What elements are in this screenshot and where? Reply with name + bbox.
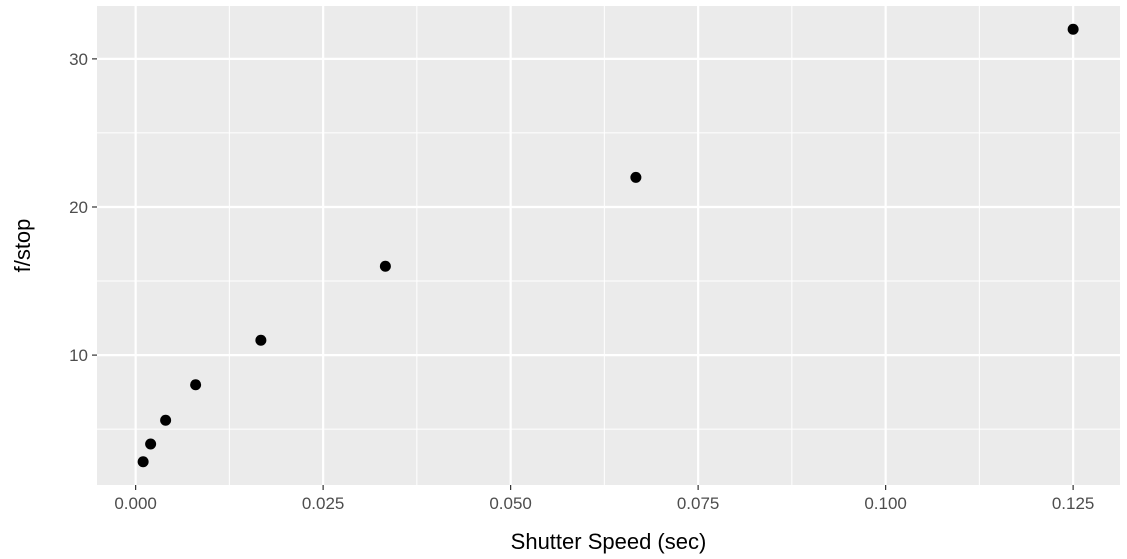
y-axis-title: f/stop bbox=[10, 219, 35, 273]
data-point bbox=[190, 379, 202, 391]
x-axis: 0.000 0.025 0.050 0.075 0.100 0.125 bbox=[114, 485, 1094, 513]
data-point bbox=[255, 334, 267, 346]
plot-panel bbox=[97, 6, 1120, 485]
minor-gridlines bbox=[97, 6, 1120, 485]
y-tick-label: 10 bbox=[69, 346, 88, 365]
x-tick-label: 0.050 bbox=[489, 494, 532, 513]
data-points bbox=[137, 23, 1079, 468]
major-gridlines bbox=[97, 6, 1120, 485]
x-tick-label: 0.125 bbox=[1052, 494, 1095, 513]
data-point bbox=[145, 438, 157, 450]
data-point bbox=[137, 456, 149, 468]
y-tick-label: 30 bbox=[69, 50, 88, 69]
data-point bbox=[630, 171, 642, 183]
data-point bbox=[1067, 23, 1079, 35]
x-tick-label: 0.000 bbox=[114, 494, 157, 513]
x-axis-title: Shutter Speed (sec) bbox=[511, 529, 707, 554]
y-axis: 10 20 30 bbox=[69, 50, 97, 365]
x-tick-label: 0.025 bbox=[302, 494, 345, 513]
y-tick-label: 20 bbox=[69, 198, 88, 217]
data-point bbox=[160, 414, 172, 426]
data-point bbox=[379, 260, 391, 272]
x-tick-label: 0.075 bbox=[677, 494, 720, 513]
x-tick-label: 0.100 bbox=[864, 494, 907, 513]
